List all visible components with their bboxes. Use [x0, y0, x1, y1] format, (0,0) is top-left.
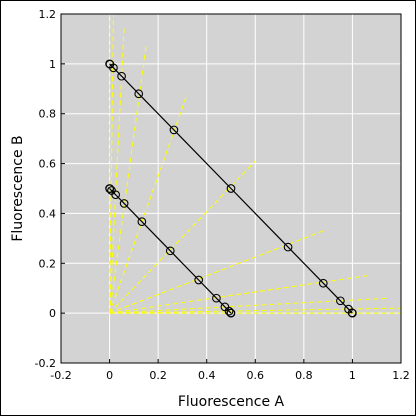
ray-line: [109, 275, 368, 314]
ray-line: [109, 230, 324, 314]
y-tick-label: 0.2: [39, 257, 57, 270]
x-tick-label: 1: [349, 369, 356, 382]
ray-line: [109, 297, 389, 314]
series-line: [109, 188, 232, 314]
x-axis-label: Fluorescence A: [178, 394, 285, 410]
x-tick-label: 0: [106, 369, 113, 382]
y-tick-label: 1: [49, 58, 56, 71]
x-tick-label: -0.2: [50, 369, 71, 382]
x-tick-label: 0.8: [295, 369, 313, 382]
data-point: [348, 308, 357, 318]
data-point: [226, 308, 236, 318]
data-point: [224, 306, 234, 316]
x-tick-label: 1.2: [392, 369, 410, 382]
x-axis-ticks: -0.2 0 0.2 0.4 0.6 0.8 1 1.2: [50, 359, 410, 382]
data-point: [212, 293, 221, 303]
ray-line: [109, 160, 256, 314]
data-point: [134, 89, 144, 99]
plot-frame: [60, 13, 402, 364]
data-point: [318, 278, 328, 288]
data-point: [109, 63, 118, 73]
data-point: [119, 199, 129, 208]
data-point: [105, 184, 115, 194]
data-point: [117, 71, 126, 81]
y-tick-label: 0.6: [39, 158, 57, 171]
data-point: [169, 125, 179, 135]
y-tick-label: 0.4: [39, 207, 57, 220]
x-tick-label: 0.6: [247, 369, 265, 382]
series-line: [109, 63, 353, 314]
ray-line: [109, 46, 147, 314]
y-tick-label: 1.2: [39, 8, 57, 21]
y-axis-label: Fluorescence B: [10, 135, 26, 241]
data-point: [283, 242, 293, 252]
x-tick-label: 0.2: [149, 369, 167, 382]
y-tick-label: -0.2: [35, 357, 56, 370]
y-tick-label: 0: [49, 307, 56, 320]
data-point: [165, 246, 175, 256]
y-tick-label: 0.8: [39, 108, 57, 121]
data-point: [194, 275, 204, 285]
data-point: [226, 184, 236, 193]
data-point: [336, 296, 345, 306]
data-series: [105, 59, 357, 318]
y-axis-ticks: -0.2 0 0.2 0.4 0.6 0.8 1 1.2: [35, 8, 65, 370]
data-point: [111, 190, 120, 200]
x-tick-label: 0.4: [198, 369, 216, 382]
data-point: [137, 217, 147, 227]
